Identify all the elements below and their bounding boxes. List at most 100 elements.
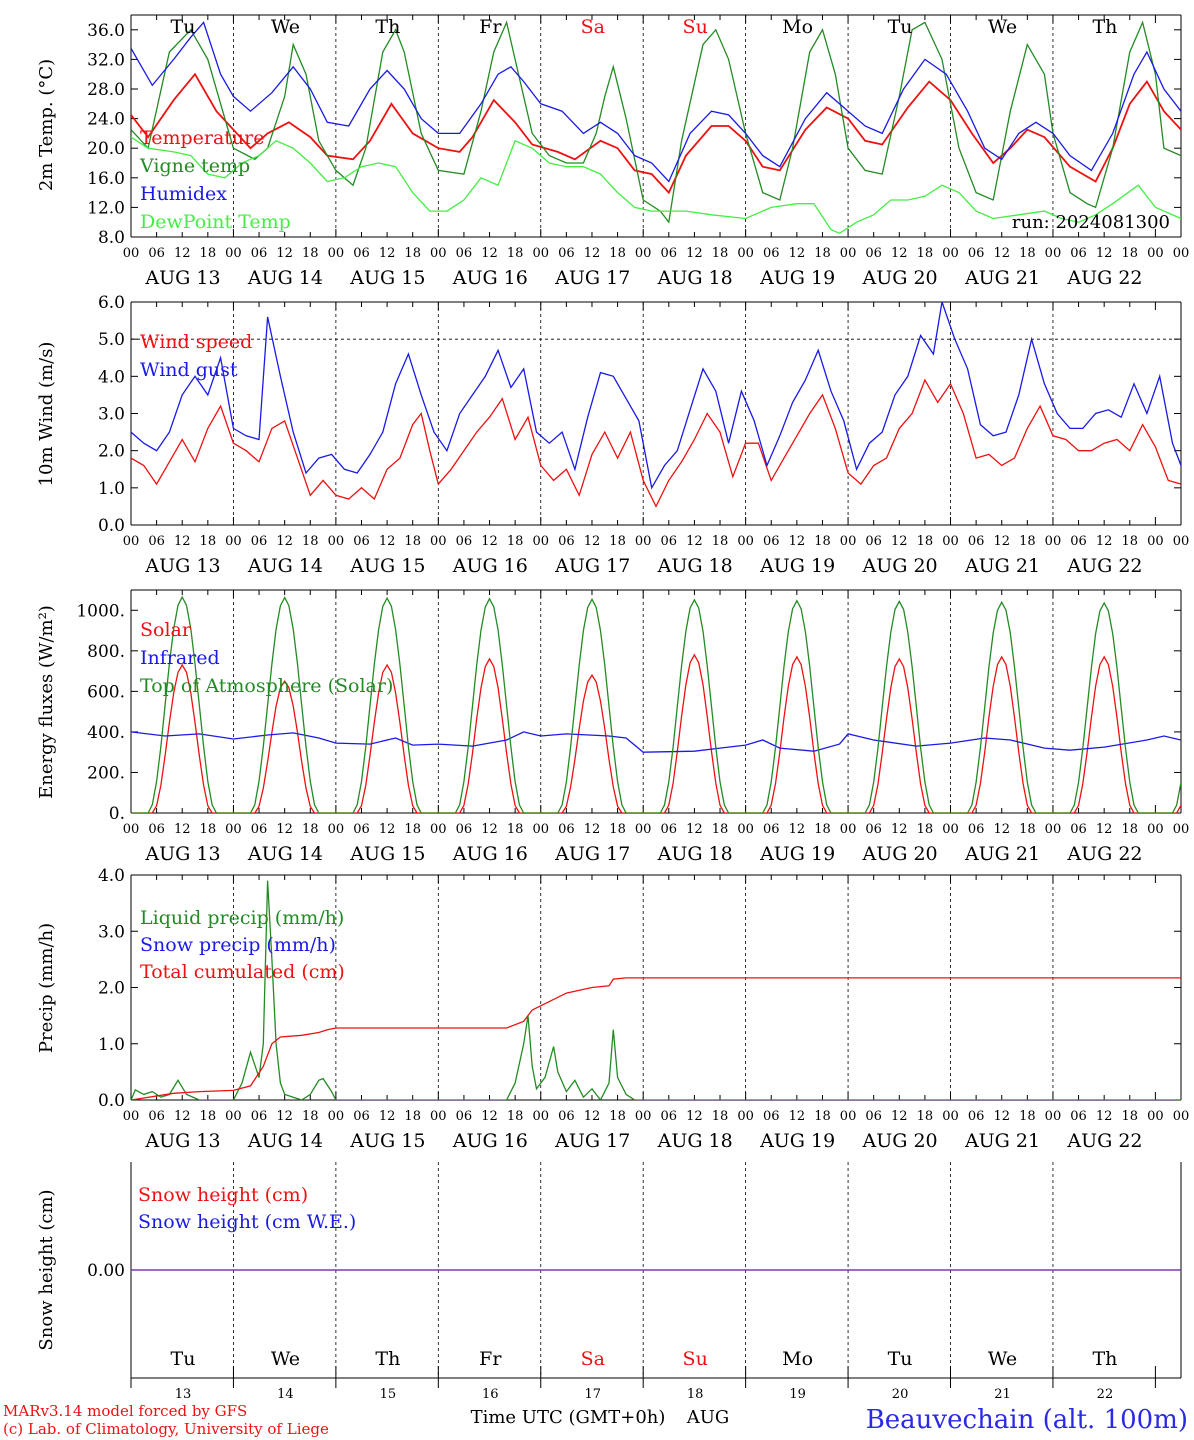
day-number-label: 18 bbox=[687, 1387, 704, 1402]
date-label: AUG 22 bbox=[1066, 843, 1142, 865]
hour-label: 12 bbox=[789, 822, 806, 837]
hour-label: 18 bbox=[814, 822, 831, 837]
hour-label: 12 bbox=[891, 822, 908, 837]
hour-label: 00 bbox=[328, 534, 345, 549]
hour-label: 12 bbox=[174, 534, 191, 549]
y-tick-label: 0.0 bbox=[98, 516, 125, 536]
hour-label: 12 bbox=[1096, 534, 1113, 549]
hour-label: 12 bbox=[481, 1109, 498, 1124]
y-tick-label: 36.0 bbox=[87, 21, 125, 41]
date-label: AUG 19 bbox=[759, 267, 835, 289]
hour-label: 00 bbox=[737, 534, 754, 549]
y-tick-label: 24.0 bbox=[87, 110, 125, 130]
day-number-label: 14 bbox=[277, 1387, 294, 1402]
hour-label: 18 bbox=[917, 246, 934, 261]
hour-label: 12 bbox=[276, 1109, 293, 1124]
weekday-label: Tu bbox=[888, 1348, 913, 1370]
hour-label: 12 bbox=[686, 246, 703, 261]
y-tick-label: 8.0 bbox=[98, 228, 125, 248]
hour-label: 00 bbox=[1045, 534, 1062, 549]
date-label: AUG 13 bbox=[144, 555, 220, 577]
hour-label: 00 bbox=[430, 822, 447, 837]
hour-label: 12 bbox=[789, 1109, 806, 1124]
y-axis-label: 10m Wind (m/s) bbox=[36, 342, 57, 487]
hour-label: 00 bbox=[635, 822, 652, 837]
legend-entry: Snow height (cm) bbox=[138, 1184, 308, 1206]
hour-label: 06 bbox=[456, 246, 473, 261]
hour-label: 18 bbox=[200, 822, 217, 837]
hour-label: 06 bbox=[353, 246, 370, 261]
y-tick-label: 16.0 bbox=[87, 169, 125, 189]
hour-label: 12 bbox=[584, 822, 601, 837]
hour-label: 00 bbox=[328, 822, 345, 837]
hour-label: 06 bbox=[558, 822, 575, 837]
y-axis-label: Precip (mm/h) bbox=[36, 923, 57, 1053]
hour-label: 00 bbox=[532, 246, 549, 261]
hour-label: 18 bbox=[507, 534, 524, 549]
hour-label: 18 bbox=[814, 534, 831, 549]
y-tick-label: 20.0 bbox=[87, 139, 125, 159]
hour-label: 12 bbox=[584, 534, 601, 549]
hour-label: 18 bbox=[712, 822, 729, 837]
date-label: AUG 22 bbox=[1066, 555, 1142, 577]
date-label: AUG 22 bbox=[1066, 1130, 1142, 1152]
hour-label: 12 bbox=[993, 534, 1010, 549]
date-label: AUG 18 bbox=[657, 267, 733, 289]
hour-label: 18 bbox=[609, 534, 626, 549]
hour-label: 18 bbox=[1019, 534, 1036, 549]
date-label: AUG 17 bbox=[554, 267, 630, 289]
weekday-label: Tu bbox=[888, 16, 913, 38]
day-number-label: 20 bbox=[892, 1387, 909, 1402]
hour-label: 18 bbox=[302, 246, 319, 261]
hour-label: 00 bbox=[430, 534, 447, 549]
hour-label: 06 bbox=[456, 1109, 473, 1124]
hour-label: 06 bbox=[968, 534, 985, 549]
y-axis-label: Snow height (cm) bbox=[36, 1189, 57, 1350]
hour-label: 00 bbox=[840, 822, 857, 837]
hour-label: 18 bbox=[917, 1109, 934, 1124]
weekday-label: Tu bbox=[171, 16, 196, 38]
hour-label: 06 bbox=[251, 1109, 268, 1124]
date-label: AUG 20 bbox=[862, 843, 938, 865]
precip-panel bbox=[130, 874, 1182, 1101]
date-label: AUG 18 bbox=[657, 555, 733, 577]
y-tick-label: 800. bbox=[87, 642, 125, 662]
date-label: AUG 14 bbox=[247, 843, 323, 865]
hour-label: 12 bbox=[584, 1109, 601, 1124]
hour-label: 06 bbox=[968, 246, 985, 261]
hour-label: 06 bbox=[763, 1109, 780, 1124]
weekday-label: Th bbox=[375, 1348, 400, 1370]
energy-panel bbox=[130, 589, 1182, 814]
date-label: AUG 15 bbox=[349, 555, 425, 577]
temperature-panel bbox=[130, 14, 1182, 238]
y-tick-label: 0.0 bbox=[98, 1091, 125, 1111]
hour-label: 12 bbox=[891, 534, 908, 549]
hour-label: 00 bbox=[1173, 822, 1190, 837]
hour-label: 06 bbox=[558, 534, 575, 549]
hour-label: 00 bbox=[1147, 822, 1164, 837]
hour-label: 00 bbox=[123, 1109, 140, 1124]
hour-label: 12 bbox=[174, 822, 191, 837]
hour-label: 18 bbox=[404, 822, 421, 837]
y-tick-label: 2.0 bbox=[98, 442, 125, 462]
date-label: AUG 18 bbox=[657, 843, 733, 865]
hour-label: 06 bbox=[763, 822, 780, 837]
legend-entry: Wind speed bbox=[140, 331, 252, 353]
hour-label: 18 bbox=[609, 246, 626, 261]
hour-label: 12 bbox=[276, 822, 293, 837]
hour-label: 12 bbox=[379, 822, 396, 837]
hour-label: 18 bbox=[302, 534, 319, 549]
hour-label: 12 bbox=[276, 534, 293, 549]
hour-label: 00 bbox=[123, 246, 140, 261]
hour-label: 06 bbox=[148, 822, 165, 837]
hour-label: 18 bbox=[302, 822, 319, 837]
hour-label: 00 bbox=[430, 246, 447, 261]
y-tick-label: 4.0 bbox=[98, 866, 125, 886]
hour-label: 12 bbox=[891, 1109, 908, 1124]
weekday-label: Sa bbox=[581, 16, 605, 38]
hour-label: 18 bbox=[609, 1109, 626, 1124]
lab-credit: (c) Lab. of Climatology, University of L… bbox=[3, 1420, 329, 1438]
hour-label: 06 bbox=[1070, 822, 1087, 837]
hour-label: 18 bbox=[200, 246, 217, 261]
